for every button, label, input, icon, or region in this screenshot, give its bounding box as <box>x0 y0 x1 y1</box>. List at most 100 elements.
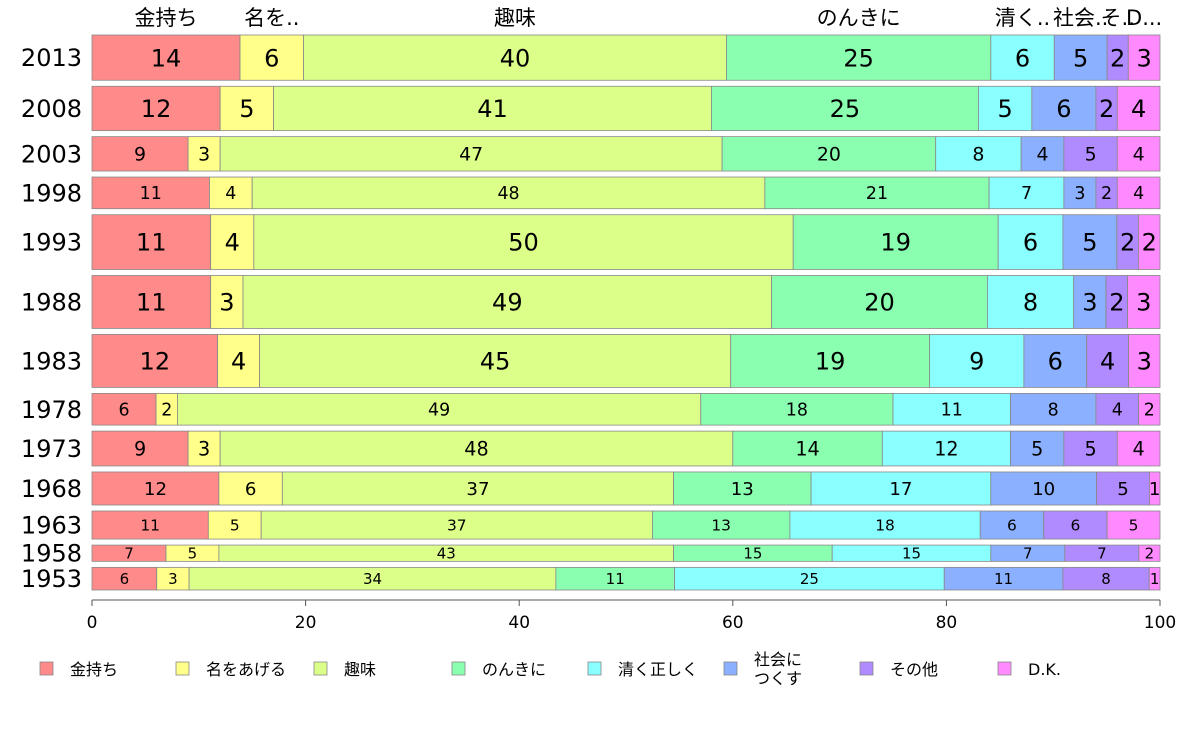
bar-segment <box>207 510 262 540</box>
data-label: 5 <box>1073 44 1088 72</box>
data-label: 9 <box>134 144 146 166</box>
data-label: 7 <box>1021 184 1032 204</box>
data-label: 12 <box>141 95 172 123</box>
legend-label-line: 社会に <box>754 650 802 669</box>
data-label: 37 <box>466 479 489 500</box>
bar-segment <box>91 430 189 467</box>
bar-segment <box>91 275 212 329</box>
y-tick-label: 1983 <box>21 347 82 375</box>
data-label: 3 <box>1137 348 1152 376</box>
bar-segment <box>209 176 253 210</box>
bar-segment <box>1116 430 1161 467</box>
bar-segment <box>792 214 999 270</box>
data-label: 4 <box>231 348 246 376</box>
bar-segment <box>1138 393 1161 426</box>
bar-segment <box>303 34 727 81</box>
bar-segment <box>1010 393 1097 426</box>
bar-segment <box>789 510 981 540</box>
data-label: 14 <box>151 44 182 72</box>
data-label: 4 <box>1112 401 1123 421</box>
data-label: 4 <box>1133 437 1145 460</box>
bar-segment <box>990 34 1055 81</box>
data-label: 25 <box>843 44 874 72</box>
data-label: 2 <box>1142 229 1157 257</box>
data-label: 6 <box>1070 517 1080 535</box>
legend-swatch <box>39 661 54 676</box>
bar-segment <box>730 334 931 388</box>
data-label: 6 <box>1023 229 1038 257</box>
bar-segment <box>764 176 990 210</box>
bar-segment <box>91 334 219 388</box>
bar-segment <box>253 214 794 270</box>
y-tick-label: 1998 <box>21 179 82 207</box>
legend-swatch <box>859 661 874 676</box>
data-label: 13 <box>731 479 754 500</box>
data-label: 2 <box>1145 545 1155 563</box>
data-label: 15 <box>743 545 762 563</box>
data-label: 20 <box>817 144 841 166</box>
x-tick-label: 0 <box>87 613 98 633</box>
data-label: 3 <box>1074 184 1085 204</box>
data-label: 41 <box>477 95 508 123</box>
data-label: 25 <box>830 95 861 123</box>
bar-segment <box>1149 471 1161 506</box>
bar-segment <box>1128 334 1161 388</box>
legend-swatch <box>587 661 602 676</box>
data-label: 11 <box>136 229 167 257</box>
data-label: 5 <box>230 517 240 535</box>
legend-label: 名をあげる <box>206 660 286 679</box>
bar-segment <box>91 393 157 426</box>
data-label: 5 <box>239 95 254 123</box>
data-label: 2 <box>1101 184 1112 204</box>
y-tick-label: 1993 <box>21 229 82 257</box>
data-label: 6 <box>245 479 257 500</box>
bar-segment <box>91 34 241 81</box>
data-label: 17 <box>889 479 912 500</box>
bar-segment <box>732 430 883 467</box>
legend-swatch <box>723 661 738 676</box>
bar-segment <box>1138 544 1161 562</box>
bar-segment <box>219 136 723 172</box>
legend-label: のんきに <box>482 660 546 679</box>
data-label: 50 <box>508 229 539 257</box>
bar-segment <box>997 214 1064 270</box>
x-tick-label: 80 <box>936 613 958 633</box>
bar-segment <box>1116 176 1161 210</box>
bar-segment <box>1031 85 1097 132</box>
bar-segment <box>1086 334 1129 388</box>
legend-label-line: つくす <box>754 669 802 688</box>
bar-segment <box>1073 275 1107 329</box>
bar-segment <box>91 214 212 270</box>
bar-segment <box>771 275 988 329</box>
data-label: 40 <box>500 44 531 72</box>
bar-segment <box>1148 566 1161 591</box>
bar-segment <box>91 85 221 132</box>
data-label: 5 <box>188 545 198 563</box>
bar-segment <box>259 334 732 388</box>
data-label: 20 <box>864 289 895 317</box>
data-label: 4 <box>1133 184 1144 204</box>
data-label: 6 <box>1056 95 1071 123</box>
data-label: 14 <box>795 437 819 460</box>
bar-segment <box>273 85 712 132</box>
data-label: 5 <box>1084 437 1096 460</box>
bar-segment <box>210 275 244 329</box>
data-label: 3 <box>1136 289 1151 317</box>
data-label: 11 <box>140 517 160 535</box>
data-label: 15 <box>902 545 921 563</box>
top-series-label: のんきに <box>817 6 901 30</box>
top-series-label: 清く.. <box>995 6 1050 30</box>
data-label: 5 <box>1031 437 1043 460</box>
data-label: 9 <box>969 348 984 376</box>
data-label: 3 <box>198 437 210 460</box>
bar-segment <box>1063 176 1097 210</box>
legend-label: その他 <box>890 660 938 679</box>
bar-segment <box>1023 334 1088 388</box>
legend-label: 趣味 <box>344 660 376 679</box>
data-label: 8 <box>1023 289 1038 317</box>
data-label: 13 <box>711 517 731 535</box>
data-label: 11 <box>606 570 625 588</box>
x-tick-label: 60 <box>722 613 744 633</box>
data-label: 2 <box>1110 44 1125 72</box>
bar-segment <box>1063 136 1118 172</box>
